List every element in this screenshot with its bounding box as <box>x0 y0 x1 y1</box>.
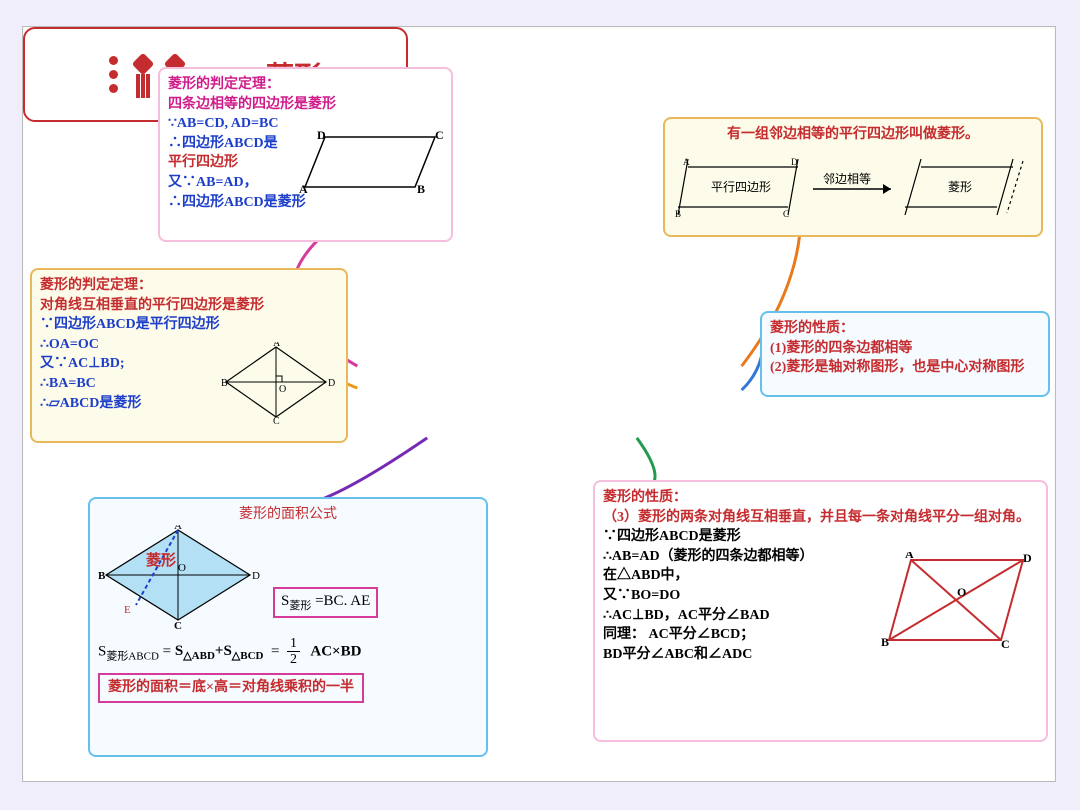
node-property-3[interactable]: 菱形的性质： （3）菱形的两条对角线互相垂直，并且每一条对角线平分一组对角。 ∵… <box>593 480 1048 742</box>
mindmap-canvas: 18.2.2菱形 菱形的判定定理： 四条边相等的四边形是菱形 ∵AB=CD, A… <box>22 26 1056 782</box>
n6-proof: ∵四边形ABCD是菱形 ∴AB=AD（菱形的四条边都相等） 在△ABD中， 又∵… <box>603 527 888 664</box>
svg-text:C: C <box>273 416 280 424</box>
svg-text:邻边相等: 邻边相等 <box>823 172 871 186</box>
n3-conclusion: 菱形的面积＝底×高＝对角线乘积的一半 <box>98 673 364 703</box>
n1-figure: A B C D <box>295 127 445 201</box>
svg-text:D: D <box>791 157 798 167</box>
node-theorem-equal-sides[interactable]: 菱形的判定定理： 四条边相等的四边形是菱形 ∵AB=CD, AD=BC ∴四边形… <box>158 67 453 242</box>
n3-heading: 菱形的面积公式 <box>98 505 478 525</box>
svg-text:A: A <box>273 342 281 349</box>
svg-text:C: C <box>783 209 789 219</box>
svg-text:B: B <box>98 570 106 582</box>
svg-text:A: A <box>683 157 690 167</box>
n3-figure: A B C D O E 菱形 <box>98 525 263 630</box>
n6-figure: A B C D O <box>881 552 1036 652</box>
n2-figure: A B C D O <box>221 342 336 424</box>
svg-text:B: B <box>417 182 425 196</box>
n6-heading: 菱形的性质： （3）菱形的两条对角线互相垂直，并且每一条对角线平分一组对角。 <box>603 488 1038 527</box>
svg-text:A: A <box>299 182 308 196</box>
svg-text:菱形: 菱形 <box>146 551 176 569</box>
svg-text:菱形: 菱形 <box>948 180 972 194</box>
svg-text:D: D <box>252 570 260 582</box>
svg-text:D: D <box>1023 552 1032 565</box>
svg-text:C: C <box>435 128 444 142</box>
node-theorem-perp-diagonals[interactable]: 菱形的判定定理： 对角线互相垂直的平行四边形是菱形 ∵四边形ABCD是平行四边形… <box>30 268 348 443</box>
svg-text:A: A <box>905 552 914 561</box>
handle-dots <box>109 56 118 93</box>
svg-text:B: B <box>675 209 681 219</box>
n1-heading: 菱形的判定定理： 四条边相等的四边形是菱形 <box>168 75 443 114</box>
node-properties-12[interactable]: 菱形的性质： (1)菱形的四条边都相等 (2)菱形是轴对称图形，也是中心对称图形 <box>760 311 1050 397</box>
n5-line3: (2)菱形是轴对称图形，也是中心对称图形 <box>770 358 1040 378</box>
svg-text:O: O <box>279 384 286 395</box>
svg-text:B: B <box>881 635 889 649</box>
n3-formula1: S菱形 =BC. AE <box>273 587 378 618</box>
node-definition[interactable]: 有一组邻边相等的平行四边形叫做菱形。 A D B C 平行四边形 邻边相等 <box>663 117 1043 237</box>
n5-line1: 菱形的性质： <box>770 319 1040 339</box>
svg-text:E: E <box>124 604 131 616</box>
n4-heading: 有一组邻边相等的平行四边形叫做菱形。 <box>673 125 1033 145</box>
svg-text:C: C <box>174 620 182 630</box>
n3-formula2: S菱形ABCD = S△ABD+S△BCD = 12 AC×BD <box>98 636 478 668</box>
svg-text:D: D <box>328 378 335 389</box>
svg-text:O: O <box>957 585 966 599</box>
n5-line2: (1)菱形的四条边都相等 <box>770 339 1040 359</box>
n4-figure: A D B C 平行四边形 邻边相等 菱形 <box>673 149 1033 227</box>
svg-text:O: O <box>178 562 186 574</box>
svg-text:B: B <box>221 378 228 389</box>
n2-heading: 菱形的判定定理： 对角线互相垂直的平行四边形是菱形 <box>40 276 338 315</box>
svg-text:平行四边形: 平行四边形 <box>711 180 771 194</box>
chinese-knot-icon <box>132 50 154 100</box>
svg-text:D: D <box>317 128 326 142</box>
svg-text:C: C <box>1001 637 1010 651</box>
node-area-formula[interactable]: 菱形的面积公式 A B C D O E 菱形 S菱形 =BC. AE S菱形AB… <box>88 497 488 757</box>
svg-text:A: A <box>174 525 182 532</box>
